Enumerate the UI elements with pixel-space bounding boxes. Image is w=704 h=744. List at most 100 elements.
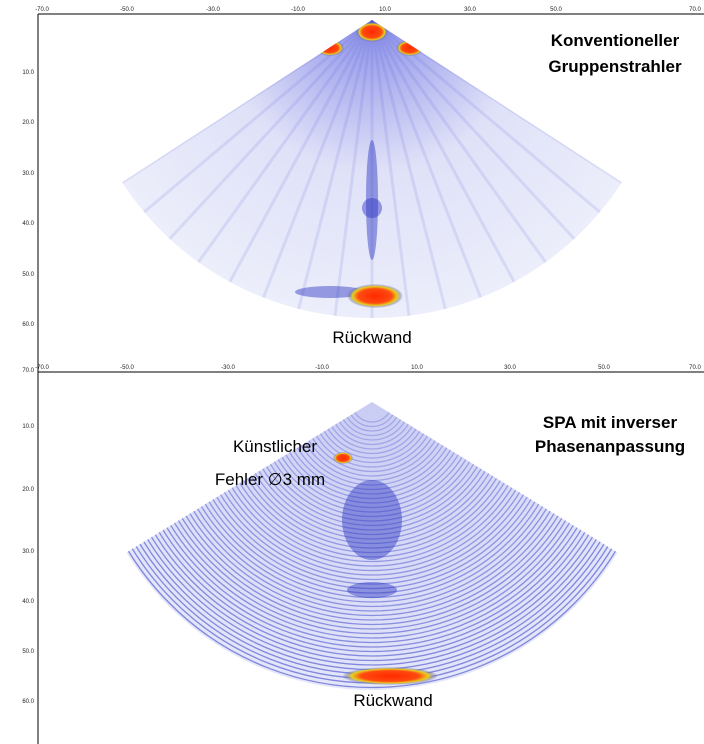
echo-stripe xyxy=(220,402,524,554)
echo-stripe xyxy=(126,402,618,648)
echo-stripe xyxy=(270,402,474,504)
echo-stripe xyxy=(229,402,515,545)
y-tick-label: 50.0 xyxy=(22,272,34,278)
echo-stripe xyxy=(202,402,542,572)
echo-stripe xyxy=(198,402,546,576)
x-tick-label: -70.0 xyxy=(35,7,49,13)
x-tick-label: 50.0 xyxy=(550,7,562,13)
y-tick-label: 20.0 xyxy=(22,120,34,126)
hot-spot xyxy=(333,452,353,464)
beam-line xyxy=(228,20,374,283)
sector-scan xyxy=(122,20,622,318)
echo-stripe xyxy=(171,402,573,603)
echo-zone xyxy=(366,140,378,260)
echo-stripe xyxy=(328,402,416,446)
echo-stripe xyxy=(126,402,618,689)
x-tick-label: -50.0 xyxy=(120,7,134,13)
x-tick-label: -50.0 xyxy=(120,365,134,371)
beam-line xyxy=(261,20,374,299)
y-tick-label: 60.0 xyxy=(22,699,34,705)
echo-stripe xyxy=(243,402,501,531)
echo-stripe xyxy=(126,402,618,653)
echo-stripe xyxy=(292,402,452,482)
scan-texture xyxy=(122,20,622,318)
echo-stripe xyxy=(135,402,609,639)
panel-title: Phasenanpassung xyxy=(535,437,685,456)
beam-line xyxy=(168,20,374,240)
echo-stripe xyxy=(216,402,528,558)
beam-line xyxy=(333,20,374,316)
x-tick-label: 10.0 xyxy=(379,7,391,13)
echo-stripe xyxy=(252,402,492,522)
y-tick-label: 20.0 xyxy=(22,487,34,493)
panel-title: Konventioneller xyxy=(551,31,680,50)
echo-stripe xyxy=(351,402,393,423)
y-tick-label: 40.0 xyxy=(22,221,34,227)
echo-stripe xyxy=(126,402,618,666)
annotation: Fehler ∅3 mm xyxy=(215,470,325,489)
hot-spot xyxy=(396,40,424,56)
echo-stripe xyxy=(130,402,614,644)
echo-stripe xyxy=(126,402,618,657)
beam-line xyxy=(297,20,374,310)
y-tick-label: 30.0 xyxy=(22,549,34,555)
x-tick-label: 30.0 xyxy=(464,7,476,13)
echo-stripe xyxy=(157,402,587,617)
y-tick-label: 10.0 xyxy=(22,70,34,76)
echo-stripe xyxy=(148,402,596,626)
y-tick-label: 70.0 xyxy=(22,368,34,374)
echo-stripe xyxy=(274,402,470,500)
echo-stripe xyxy=(283,402,461,491)
echo-stripe xyxy=(288,402,456,486)
y-tick-label: 40.0 xyxy=(22,599,34,605)
x-tick-label: 70.0 xyxy=(689,7,701,13)
echo-stripe xyxy=(319,402,425,455)
hot-spot xyxy=(316,40,344,56)
echo-stripe xyxy=(184,402,560,590)
sector-scan xyxy=(126,402,618,690)
echo-stripe xyxy=(256,402,488,518)
echo-stripe xyxy=(166,402,578,608)
x-tick-label: -70.0 xyxy=(35,365,49,371)
beam-line xyxy=(197,20,374,264)
y-tick-label: 50.0 xyxy=(22,649,34,655)
annotation: Rückwand xyxy=(332,328,411,347)
echo-stripe xyxy=(180,402,564,594)
echo-stripe xyxy=(306,402,438,468)
scan-texture xyxy=(126,402,618,689)
echo-stripe xyxy=(175,402,569,599)
echo-stripe xyxy=(153,402,591,621)
beam-line xyxy=(370,20,547,264)
echo-stripe xyxy=(144,402,600,630)
beam-line xyxy=(370,20,411,316)
echo-stripe xyxy=(139,402,605,635)
hot-spot xyxy=(347,284,403,308)
echo-stripe xyxy=(261,402,483,513)
panel-title: SPA mit inverser xyxy=(543,413,678,432)
echo-stripe xyxy=(126,402,618,662)
echo-stripe xyxy=(310,402,434,464)
echo-stripe xyxy=(162,402,582,612)
y-tick-label: 10.0 xyxy=(22,424,34,430)
x-tick-label: -30.0 xyxy=(206,7,220,13)
hot-spot xyxy=(342,667,438,685)
echo-zone xyxy=(362,198,382,218)
x-tick-label: 50.0 xyxy=(598,365,610,371)
echo-stripe xyxy=(342,402,402,432)
echo-stripe xyxy=(279,402,465,495)
beam-line xyxy=(370,20,576,240)
echo-stripe xyxy=(225,402,519,549)
echo-stripe xyxy=(211,402,533,563)
x-tick-label: 10.0 xyxy=(411,365,423,371)
echo-zone xyxy=(347,582,397,598)
echo-stripe xyxy=(337,402,407,437)
beam-line xyxy=(370,20,447,310)
echo-stripe xyxy=(333,402,411,441)
echo-stripe xyxy=(297,402,447,477)
echo-stripe xyxy=(193,402,551,581)
echo-zone xyxy=(342,480,402,560)
echo-stripe xyxy=(301,402,443,473)
echo-stripe xyxy=(315,402,429,459)
echo-stripe xyxy=(207,402,537,567)
